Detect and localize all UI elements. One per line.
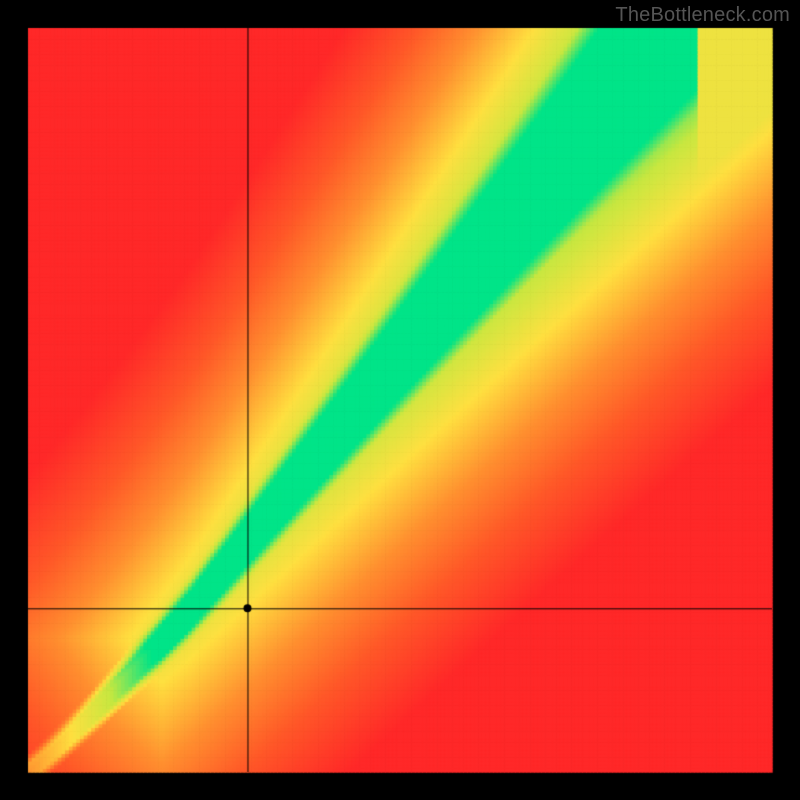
heatmap-canvas xyxy=(0,0,800,800)
watermark-text: TheBottleneck.com xyxy=(615,4,790,27)
bottleneck-chart: TheBottleneck.com xyxy=(0,0,800,800)
